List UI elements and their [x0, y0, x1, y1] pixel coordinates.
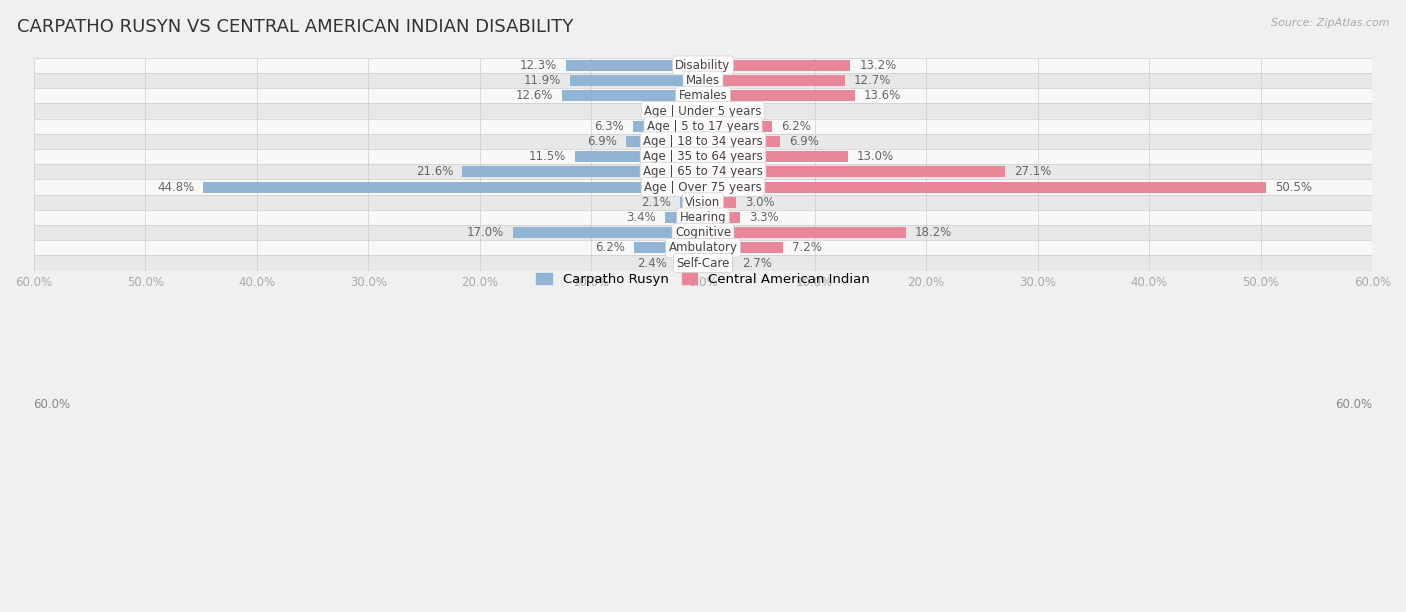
- Text: Age | 65 to 74 years: Age | 65 to 74 years: [643, 165, 763, 178]
- Bar: [703, 197, 737, 207]
- Bar: [34, 255, 1372, 271]
- Bar: [703, 258, 733, 269]
- Text: 60.0%: 60.0%: [34, 398, 70, 411]
- Bar: [634, 242, 703, 253]
- Text: 1.4%: 1.4%: [648, 105, 679, 118]
- Bar: [562, 91, 703, 102]
- Text: 6.9%: 6.9%: [588, 135, 617, 148]
- Text: 27.1%: 27.1%: [1014, 165, 1052, 178]
- Bar: [34, 179, 1372, 195]
- Text: 17.0%: 17.0%: [467, 226, 505, 239]
- Bar: [202, 182, 703, 193]
- Text: 2.4%: 2.4%: [637, 256, 668, 269]
- Bar: [679, 197, 703, 207]
- Text: Vision: Vision: [685, 196, 721, 209]
- Text: 7.2%: 7.2%: [792, 241, 823, 255]
- Text: Age | Under 5 years: Age | Under 5 years: [644, 105, 762, 118]
- Text: Females: Females: [679, 89, 727, 102]
- Text: 11.5%: 11.5%: [529, 150, 565, 163]
- Bar: [703, 121, 772, 132]
- Bar: [703, 151, 848, 162]
- Bar: [34, 241, 1372, 255]
- Bar: [34, 58, 1372, 73]
- Legend: Carpatho Rusyn, Central American Indian: Carpatho Rusyn, Central American Indian: [531, 268, 875, 292]
- Bar: [703, 166, 1005, 177]
- Bar: [703, 60, 851, 71]
- Bar: [513, 227, 703, 238]
- Text: Source: ZipAtlas.com: Source: ZipAtlas.com: [1271, 18, 1389, 28]
- Text: Hearing: Hearing: [679, 211, 727, 224]
- Bar: [34, 73, 1372, 88]
- Text: 3.3%: 3.3%: [749, 211, 779, 224]
- Bar: [34, 164, 1372, 179]
- Bar: [463, 166, 703, 177]
- Bar: [34, 210, 1372, 225]
- Text: Disability: Disability: [675, 59, 731, 72]
- Text: 6.2%: 6.2%: [782, 120, 811, 133]
- Text: Age | 18 to 34 years: Age | 18 to 34 years: [643, 135, 763, 148]
- Bar: [703, 212, 740, 223]
- Bar: [703, 136, 780, 147]
- Text: 12.6%: 12.6%: [516, 89, 554, 102]
- Text: 13.6%: 13.6%: [863, 89, 901, 102]
- Text: Cognitive: Cognitive: [675, 226, 731, 239]
- Text: 3.4%: 3.4%: [627, 211, 657, 224]
- Text: 6.3%: 6.3%: [593, 120, 624, 133]
- Text: Males: Males: [686, 74, 720, 87]
- Bar: [665, 212, 703, 223]
- Text: 13.2%: 13.2%: [859, 59, 897, 72]
- Text: 21.6%: 21.6%: [416, 165, 453, 178]
- Text: 6.9%: 6.9%: [789, 135, 818, 148]
- Bar: [703, 182, 1267, 193]
- Text: Ambulatory: Ambulatory: [668, 241, 738, 255]
- Text: 3.0%: 3.0%: [745, 196, 775, 209]
- Text: 44.8%: 44.8%: [157, 181, 194, 193]
- Text: 6.2%: 6.2%: [595, 241, 624, 255]
- Text: 1.3%: 1.3%: [727, 105, 756, 118]
- Bar: [626, 136, 703, 147]
- Text: 50.5%: 50.5%: [1275, 181, 1312, 193]
- Bar: [34, 225, 1372, 241]
- Bar: [34, 149, 1372, 164]
- Bar: [703, 75, 845, 86]
- Bar: [34, 195, 1372, 210]
- Bar: [34, 134, 1372, 149]
- Text: 18.2%: 18.2%: [915, 226, 952, 239]
- Bar: [571, 75, 703, 86]
- Bar: [34, 88, 1372, 103]
- Text: 12.3%: 12.3%: [520, 59, 557, 72]
- Bar: [688, 106, 703, 116]
- Text: Age | 35 to 64 years: Age | 35 to 64 years: [643, 150, 763, 163]
- Bar: [565, 60, 703, 71]
- Text: Self-Care: Self-Care: [676, 256, 730, 269]
- Text: 11.9%: 11.9%: [524, 74, 561, 87]
- Text: 2.1%: 2.1%: [641, 196, 671, 209]
- Text: 60.0%: 60.0%: [1336, 398, 1372, 411]
- Bar: [34, 103, 1372, 119]
- Bar: [703, 242, 783, 253]
- Bar: [633, 121, 703, 132]
- Text: Age | 5 to 17 years: Age | 5 to 17 years: [647, 120, 759, 133]
- Text: 13.0%: 13.0%: [858, 150, 894, 163]
- Text: 2.7%: 2.7%: [742, 256, 772, 269]
- Text: Age | Over 75 years: Age | Over 75 years: [644, 181, 762, 193]
- Bar: [703, 106, 717, 116]
- Bar: [34, 119, 1372, 134]
- Text: CARPATHO RUSYN VS CENTRAL AMERICAN INDIAN DISABILITY: CARPATHO RUSYN VS CENTRAL AMERICAN INDIA…: [17, 18, 574, 36]
- Text: 12.7%: 12.7%: [853, 74, 891, 87]
- Bar: [676, 258, 703, 269]
- Bar: [703, 227, 905, 238]
- Bar: [703, 91, 855, 102]
- Bar: [575, 151, 703, 162]
